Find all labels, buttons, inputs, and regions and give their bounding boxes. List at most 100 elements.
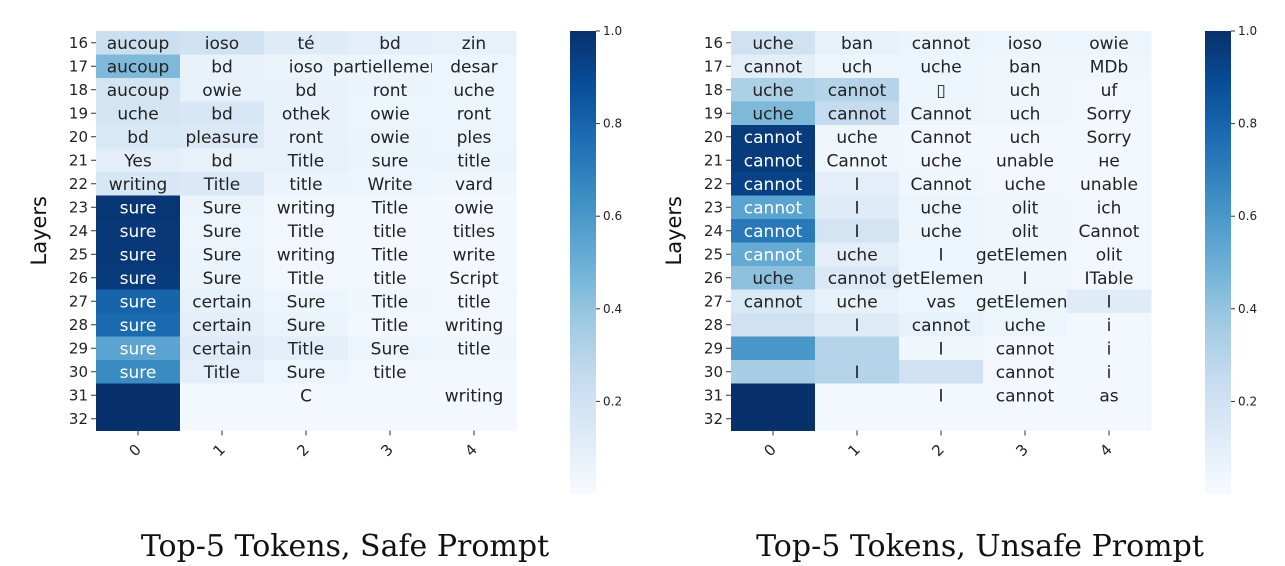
cell-token-label: cannot bbox=[996, 363, 1055, 383]
cell-token-label: uche bbox=[836, 128, 877, 148]
heatmap-cell bbox=[264, 101, 349, 126]
panel-caption: Top-5 Tokens, Unsafe Prompt bbox=[756, 529, 1204, 564]
heatmap-cell bbox=[180, 54, 265, 79]
heatmap-cell bbox=[348, 125, 433, 149]
cell-token-label: title bbox=[457, 151, 490, 171]
heatmap-cell bbox=[983, 242, 1068, 267]
heatmap-cell bbox=[983, 78, 1068, 102]
cell-token-label: sure bbox=[120, 269, 157, 289]
heatmap-cell bbox=[348, 31, 433, 55]
cell-token-label: Sure bbox=[203, 222, 242, 242]
y-tick-label: 19 bbox=[704, 104, 723, 122]
colorbar bbox=[570, 31, 596, 494]
heatmap-cell bbox=[899, 31, 984, 55]
heatmap-cell bbox=[899, 242, 984, 267]
x-tick-label: 3 bbox=[1012, 441, 1031, 460]
heatmap-cell bbox=[983, 219, 1068, 243]
cell-token-label: sure bbox=[372, 151, 409, 171]
heatmap-cell bbox=[432, 101, 517, 126]
cell-token-label: zin bbox=[462, 34, 486, 54]
colorbar-tick-label: 0.4 bbox=[603, 302, 622, 316]
y-tick-label: 25 bbox=[704, 245, 723, 263]
y-tick-label: 24 bbox=[704, 222, 723, 240]
cell-token-label: cannot bbox=[744, 151, 803, 171]
cell-token-label: uche bbox=[453, 81, 494, 101]
cell-token-label: unable bbox=[996, 151, 1054, 171]
heatmap-cell bbox=[983, 195, 1068, 220]
cell-token-label: ich bbox=[1097, 198, 1122, 218]
heatmap-cell bbox=[815, 266, 900, 290]
y-tick-label: 30 bbox=[704, 363, 723, 381]
heatmap-cell bbox=[96, 336, 181, 361]
heatmap-cell bbox=[180, 313, 265, 337]
y-tick-label: 17 bbox=[704, 57, 723, 75]
heatmap-cell bbox=[815, 360, 900, 384]
heatmap-cell bbox=[899, 195, 984, 220]
cell-token-label: ront bbox=[289, 128, 324, 148]
heatmap-cell bbox=[96, 195, 181, 220]
y-tick-label: 27 bbox=[704, 292, 723, 310]
cell-token-label: Title bbox=[287, 151, 324, 171]
x-tick-label: 4 bbox=[461, 441, 480, 460]
heatmap-cell bbox=[348, 360, 433, 384]
y-tick-label: 29 bbox=[704, 339, 723, 357]
cell-token-label: as bbox=[1099, 386, 1118, 406]
cell-token-label: uch bbox=[1010, 104, 1041, 124]
heatmap-cell bbox=[983, 313, 1068, 337]
cell-token-label: Sorry bbox=[1087, 128, 1132, 148]
cell-token-label: sure bbox=[120, 292, 157, 312]
cell-token-label: Cannot bbox=[911, 128, 972, 148]
heatmap-cell bbox=[983, 125, 1068, 149]
y-tick-label: 19 bbox=[69, 104, 88, 122]
cell-token-label: writing bbox=[445, 386, 504, 406]
heatmap-cell bbox=[264, 289, 349, 314]
cell-token-label: uf bbox=[1101, 81, 1119, 101]
heatmap-cell bbox=[983, 289, 1068, 314]
cell-token-label: cannot bbox=[912, 316, 971, 336]
heatmap-cell bbox=[432, 266, 517, 290]
heatmap-cell bbox=[96, 219, 181, 243]
heatmap-cell bbox=[899, 266, 984, 290]
heatmap-cell bbox=[348, 407, 433, 431]
heatmap-cell bbox=[180, 101, 265, 126]
y-tick-label: 16 bbox=[704, 34, 723, 52]
cell-token-label: sure bbox=[120, 363, 157, 383]
heatmap-cell bbox=[983, 266, 1068, 290]
heatmap-cell bbox=[1067, 101, 1152, 126]
cell-token-label: title bbox=[373, 363, 406, 383]
heatmap-cell bbox=[731, 101, 816, 126]
heatmap-cell bbox=[815, 289, 900, 314]
cell-token-label: titles bbox=[453, 222, 495, 242]
cell-token-label: Title bbox=[203, 175, 240, 195]
colorbar-tick-label: 0.2 bbox=[1238, 394, 1257, 408]
cell-token-label: I bbox=[854, 175, 859, 195]
heatmap-cell bbox=[180, 383, 265, 408]
heatmap-cell bbox=[1067, 125, 1152, 149]
heatmap-cell bbox=[348, 54, 433, 79]
cell-token-label: certain bbox=[192, 339, 251, 359]
heatmap-cell bbox=[815, 219, 900, 243]
heatmap-cell bbox=[264, 125, 349, 149]
heatmap-cell bbox=[264, 242, 349, 267]
heatmap-cell bbox=[432, 78, 517, 102]
cell-token-label: uche bbox=[752, 34, 793, 54]
cell-token-label: title bbox=[373, 269, 406, 289]
heatmap-cell bbox=[432, 407, 517, 431]
heatmap-cell bbox=[264, 31, 349, 55]
heatmap-cell bbox=[731, 289, 816, 314]
heatmap-cell bbox=[180, 125, 265, 149]
heatmap-cell bbox=[432, 54, 517, 79]
heatmap-cell bbox=[96, 31, 181, 55]
heatmap-cell bbox=[180, 360, 265, 384]
y-tick-label: 17 bbox=[69, 57, 88, 75]
cell-token-label: uche bbox=[752, 104, 793, 124]
cell-token-label: Cannot bbox=[911, 175, 972, 195]
heatmap-cell bbox=[264, 219, 349, 243]
heatmap-cell bbox=[96, 125, 181, 149]
heatmap-cell bbox=[180, 266, 265, 290]
cell-token-label: sure bbox=[120, 245, 157, 265]
heatmap-cell bbox=[432, 195, 517, 220]
heatmap-cell bbox=[264, 360, 349, 384]
cell-token-label: getElement bbox=[892, 269, 991, 289]
cell-token-label: Yes bbox=[123, 151, 152, 171]
